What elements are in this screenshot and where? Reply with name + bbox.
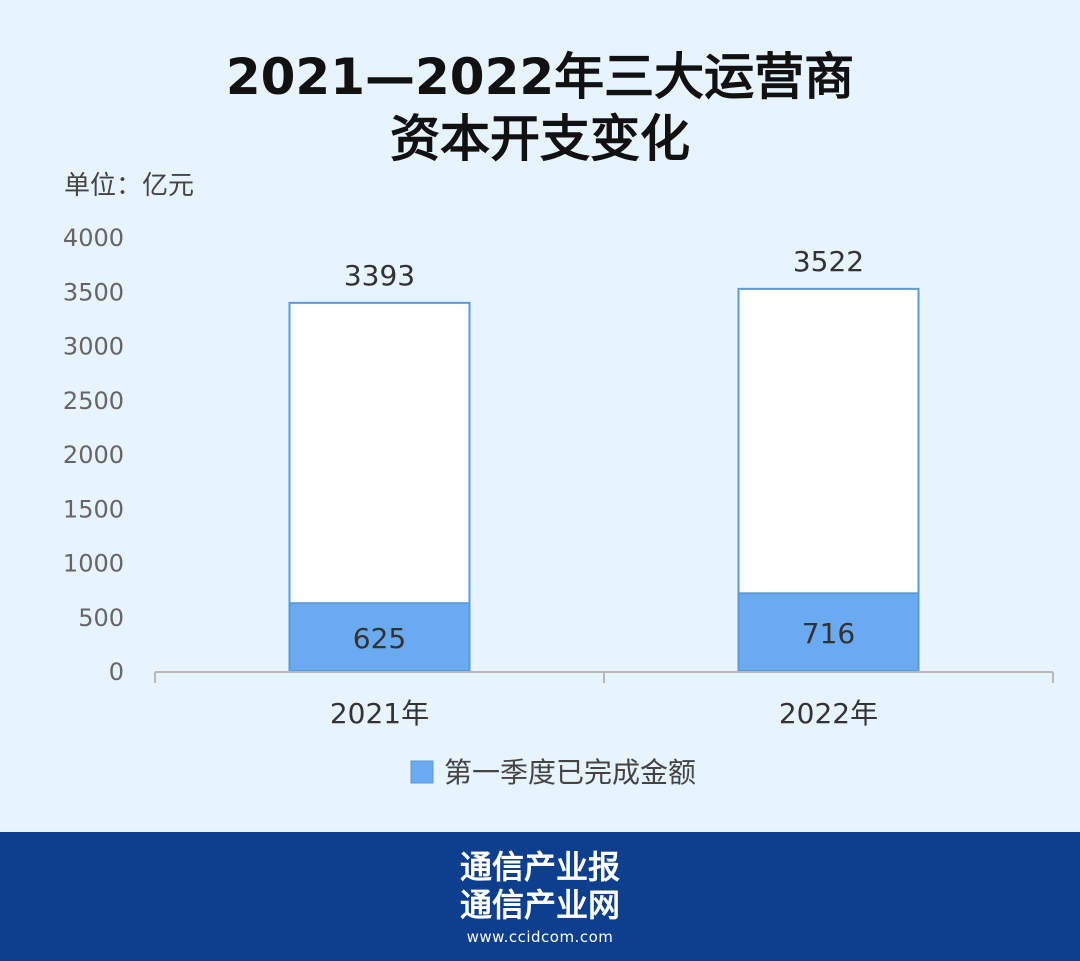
x-tick-label: 2022年 xyxy=(779,697,878,730)
legend-label: 第一季度已完成金额 xyxy=(444,756,696,789)
chart-title: 2021—2022年三大运营商 资本开支变化 xyxy=(0,46,1080,170)
y-tick-label: 500 xyxy=(78,604,124,632)
data-label-q1: 716 xyxy=(802,617,855,650)
brand-name-website: 通信产业网 xyxy=(459,886,620,924)
y-tick-label: 3500 xyxy=(63,278,124,306)
brand-name-newspaper: 通信产业报 xyxy=(459,848,620,886)
y-tick-label: 1500 xyxy=(63,495,124,523)
y-tick-label: 1000 xyxy=(63,550,124,578)
data-label-total: 3393 xyxy=(344,259,415,292)
chart-title-line2: 资本开支变化 xyxy=(390,110,690,168)
data-label-total: 3522 xyxy=(793,245,864,278)
y-tick-label: 0 xyxy=(109,658,124,686)
chart-title-line1: 2021—2022年三大运营商 xyxy=(225,48,855,106)
y-tick-label: 2000 xyxy=(63,441,124,469)
unit-label: 单位：亿元 xyxy=(64,171,195,201)
data-label-q1: 625 xyxy=(353,622,406,655)
y-tick-label: 4000 xyxy=(63,224,124,252)
y-tick-label: 3000 xyxy=(63,333,124,361)
footer-banner: 通信产业报 通信产业网 www.ccidcom.com xyxy=(0,832,1080,961)
legend-swatch xyxy=(410,760,434,784)
brand-url: www.ccidcom.com xyxy=(466,928,614,946)
y-tick-label: 2500 xyxy=(63,387,124,415)
x-tick-label: 2021年 xyxy=(330,697,429,730)
bar-chart: 0 500 1000 1500 2000 2500 3000 3500 4000 3393 625 2… xyxy=(63,224,1054,789)
